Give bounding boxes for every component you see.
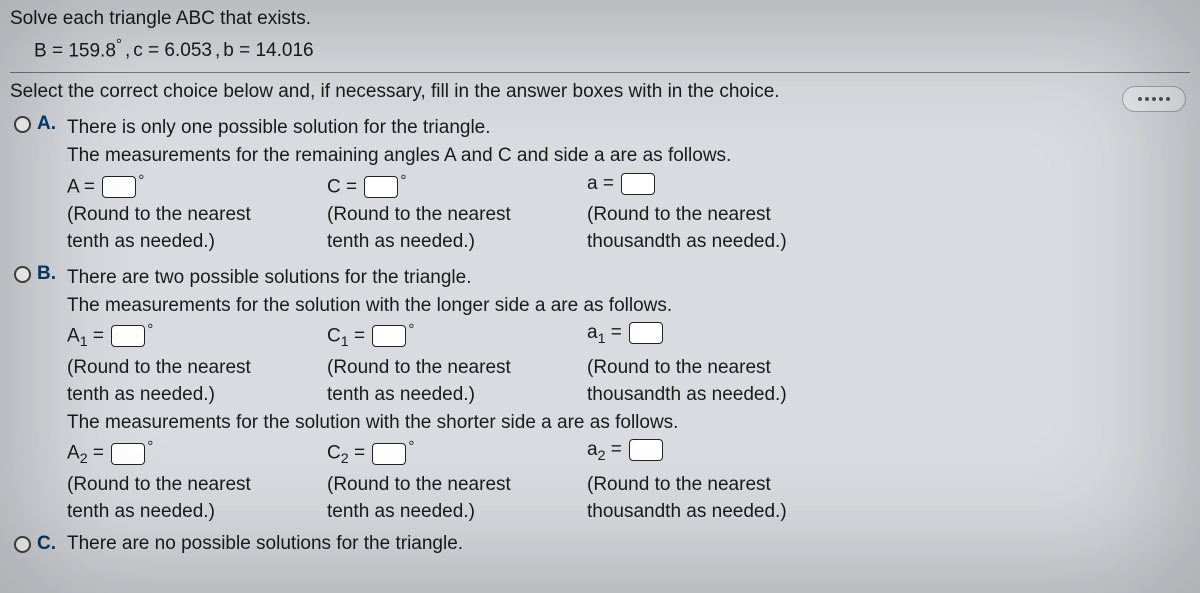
B-expr: B = 159.8°	[34, 36, 122, 62]
input-C1-angle[interactable]	[372, 325, 406, 347]
input-A2-angle[interactable]	[111, 443, 145, 465]
radio-B[interactable]	[14, 266, 31, 283]
choice-A-body: There is only one possible solution for …	[67, 113, 1190, 257]
input-C-angle[interactable]	[364, 176, 398, 198]
a-input-group: a =	[587, 171, 1190, 200]
choice-C: C. There are no possible solutions for t…	[14, 533, 1190, 555]
prompt: Solve each triangle ABC that exists.	[10, 8, 1190, 30]
right-pill-widget[interactable]	[1122, 86, 1186, 112]
input-A-angle[interactable]	[102, 176, 136, 198]
dots-icon	[1138, 97, 1170, 101]
choice-C-label: C.	[37, 533, 59, 555]
radio-C[interactable]	[14, 536, 31, 553]
C-input-group: C = °	[327, 171, 587, 200]
choice-A-label: A.	[37, 113, 59, 135]
divider	[10, 72, 1190, 73]
given-values: B = 159.8° , c = 6.053 , b = 14.016	[34, 36, 1190, 62]
question-page: Solve each triangle ABC that exists. B =…	[0, 0, 1200, 565]
choice-B-label: B.	[37, 263, 59, 285]
input-A1-angle[interactable]	[111, 325, 145, 347]
choices: A. There is only one possible solution f…	[10, 113, 1190, 555]
A-input-group: A = °	[67, 171, 327, 200]
input-a2-side[interactable]	[629, 439, 663, 461]
choice-B-body: There are two possible solutions for the…	[67, 263, 1190, 527]
choice-B: B. There are two possible solutions for …	[14, 263, 1190, 527]
input-a-side[interactable]	[621, 173, 655, 195]
input-C2-angle[interactable]	[372, 443, 406, 465]
choice-C-text: There are no possible solutions for the …	[67, 533, 1190, 555]
b-expr: b = 14.016	[223, 40, 313, 62]
radio-A[interactable]	[14, 116, 31, 133]
instruction: Select the correct choice below and, if …	[10, 81, 1190, 103]
c-expr: c = 6.053	[133, 40, 212, 62]
input-a1-side[interactable]	[629, 322, 663, 344]
choice-A: A. There is only one possible solution f…	[14, 113, 1190, 257]
